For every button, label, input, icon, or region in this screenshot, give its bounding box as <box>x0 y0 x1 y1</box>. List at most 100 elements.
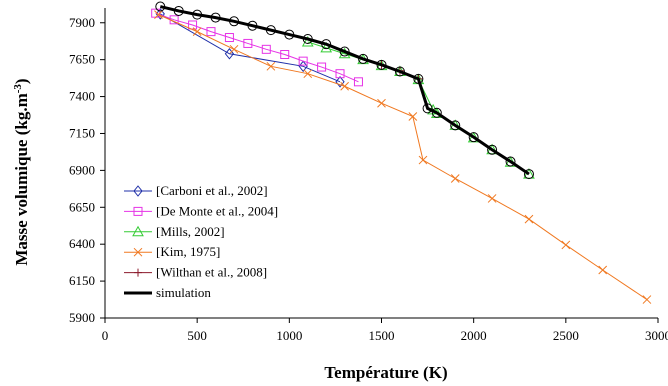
square-marker <box>298 56 308 66</box>
square-marker <box>188 20 198 30</box>
cross-stroke <box>598 265 608 275</box>
legend-item: [Wilthan et al., 2008] <box>124 265 267 280</box>
circle-marker <box>394 66 405 77</box>
circle-marker <box>450 120 461 131</box>
triangle-marker <box>132 225 144 237</box>
circle-marker <box>376 59 387 70</box>
x-tick-label: 500 <box>187 328 207 343</box>
y-tick-label: 7400 <box>69 89 95 104</box>
cross-marker <box>133 247 143 257</box>
legend-item: [Kim, 1975] <box>124 244 220 259</box>
circle-marker <box>229 16 240 27</box>
square-marker <box>335 69 345 79</box>
square-marker <box>133 206 143 216</box>
series-1 <box>151 8 363 87</box>
y-tick-label: 6900 <box>69 162 95 177</box>
y-tick-label: 7900 <box>69 15 95 30</box>
x-tick-label: 1000 <box>276 328 302 343</box>
y-axis-title-close: ) <box>12 78 31 84</box>
triangle-marker <box>320 41 333 53</box>
legend-item: [De Monte et al., 2004] <box>124 203 278 218</box>
legend-label: [Wilthan et al., 2008] <box>156 265 267 280</box>
y-tick-label: 5900 <box>69 310 95 325</box>
x-tick-label: 2000 <box>461 328 487 343</box>
circle-marker <box>523 169 534 180</box>
legend-label: [De Monte et al., 2004] <box>156 203 278 218</box>
cross-marker <box>266 61 276 71</box>
cross-marker <box>487 194 497 203</box>
cross-marker <box>340 81 349 91</box>
cross-marker <box>192 27 202 36</box>
diamond-marker <box>155 8 165 20</box>
circle-marker <box>284 29 295 40</box>
x-tick-label: 1500 <box>369 328 395 343</box>
y-tick-label: 6650 <box>69 199 95 214</box>
square-marker <box>224 33 234 43</box>
circle-marker <box>358 53 369 64</box>
cross-stroke <box>303 69 313 79</box>
cross-stroke <box>450 174 460 183</box>
cross-stroke <box>229 44 239 54</box>
series-line <box>159 5 530 176</box>
cross-marker <box>598 265 608 275</box>
x-tick-label: 3000 <box>645 328 668 343</box>
circle-marker <box>247 20 258 31</box>
cross-marker <box>377 98 386 108</box>
cross-marker <box>642 295 652 304</box>
legend: [Carboni et al., 2002] [De Monte et al., … <box>124 183 278 300</box>
diamond-marker <box>224 47 235 60</box>
cross-marker <box>524 214 534 224</box>
cross-stroke <box>192 27 202 36</box>
plus-marker <box>134 268 142 277</box>
cross-stroke <box>377 98 386 108</box>
circle-marker <box>321 39 332 50</box>
series-3 <box>154 10 652 304</box>
square-marker <box>280 50 290 59</box>
square-marker <box>243 38 253 48</box>
series-5 <box>155 1 534 180</box>
circle-marker <box>210 12 221 23</box>
cross-stroke <box>408 112 418 121</box>
cross-marker <box>303 69 313 79</box>
legend-item: [Carboni et al., 2002] <box>124 183 268 198</box>
cross-stroke <box>154 10 163 19</box>
diamond-marker <box>133 185 143 197</box>
circle-marker <box>192 9 203 20</box>
square-marker <box>317 62 327 72</box>
y-tick-label: 7650 <box>69 52 95 67</box>
square-marker <box>206 27 216 37</box>
legend-label: [Kim, 1975] <box>156 244 220 259</box>
cross-stroke <box>561 240 571 250</box>
circle-marker <box>173 5 184 16</box>
circle-marker <box>505 156 516 167</box>
circle-marker <box>339 46 350 57</box>
legend-label: [Mills, 2002] <box>156 224 225 239</box>
cross-stroke <box>340 81 349 91</box>
series-line <box>155 12 359 83</box>
cross-stroke <box>418 155 428 165</box>
cross-stroke <box>133 247 143 257</box>
cross-marker <box>229 44 239 54</box>
square-marker <box>261 44 271 54</box>
axes: 0 500 1000 1500 2000 2500 3000 5900 6150 6400 6650… <box>69 8 668 343</box>
legend-item: [Mills, 2002] <box>124 224 225 239</box>
cross-marker <box>154 10 163 19</box>
legend-label: [Carboni et al., 2002] <box>156 183 268 198</box>
diamond-marker <box>335 76 345 88</box>
cross-stroke <box>487 194 497 203</box>
circle-marker <box>487 144 498 155</box>
x-tick-label: 2500 <box>553 328 579 343</box>
x-tick-label: 0 <box>102 328 109 343</box>
circle-marker <box>468 132 479 143</box>
series-layer <box>151 1 652 304</box>
cross-stroke <box>642 295 652 304</box>
circle-marker <box>413 73 424 84</box>
circle-marker <box>302 34 313 44</box>
cross-marker <box>450 174 460 183</box>
circle-marker <box>431 107 442 118</box>
cross-marker <box>408 112 418 121</box>
y-tick-label: 7150 <box>69 125 95 140</box>
circle-marker <box>422 103 433 114</box>
cross-marker <box>561 240 571 250</box>
